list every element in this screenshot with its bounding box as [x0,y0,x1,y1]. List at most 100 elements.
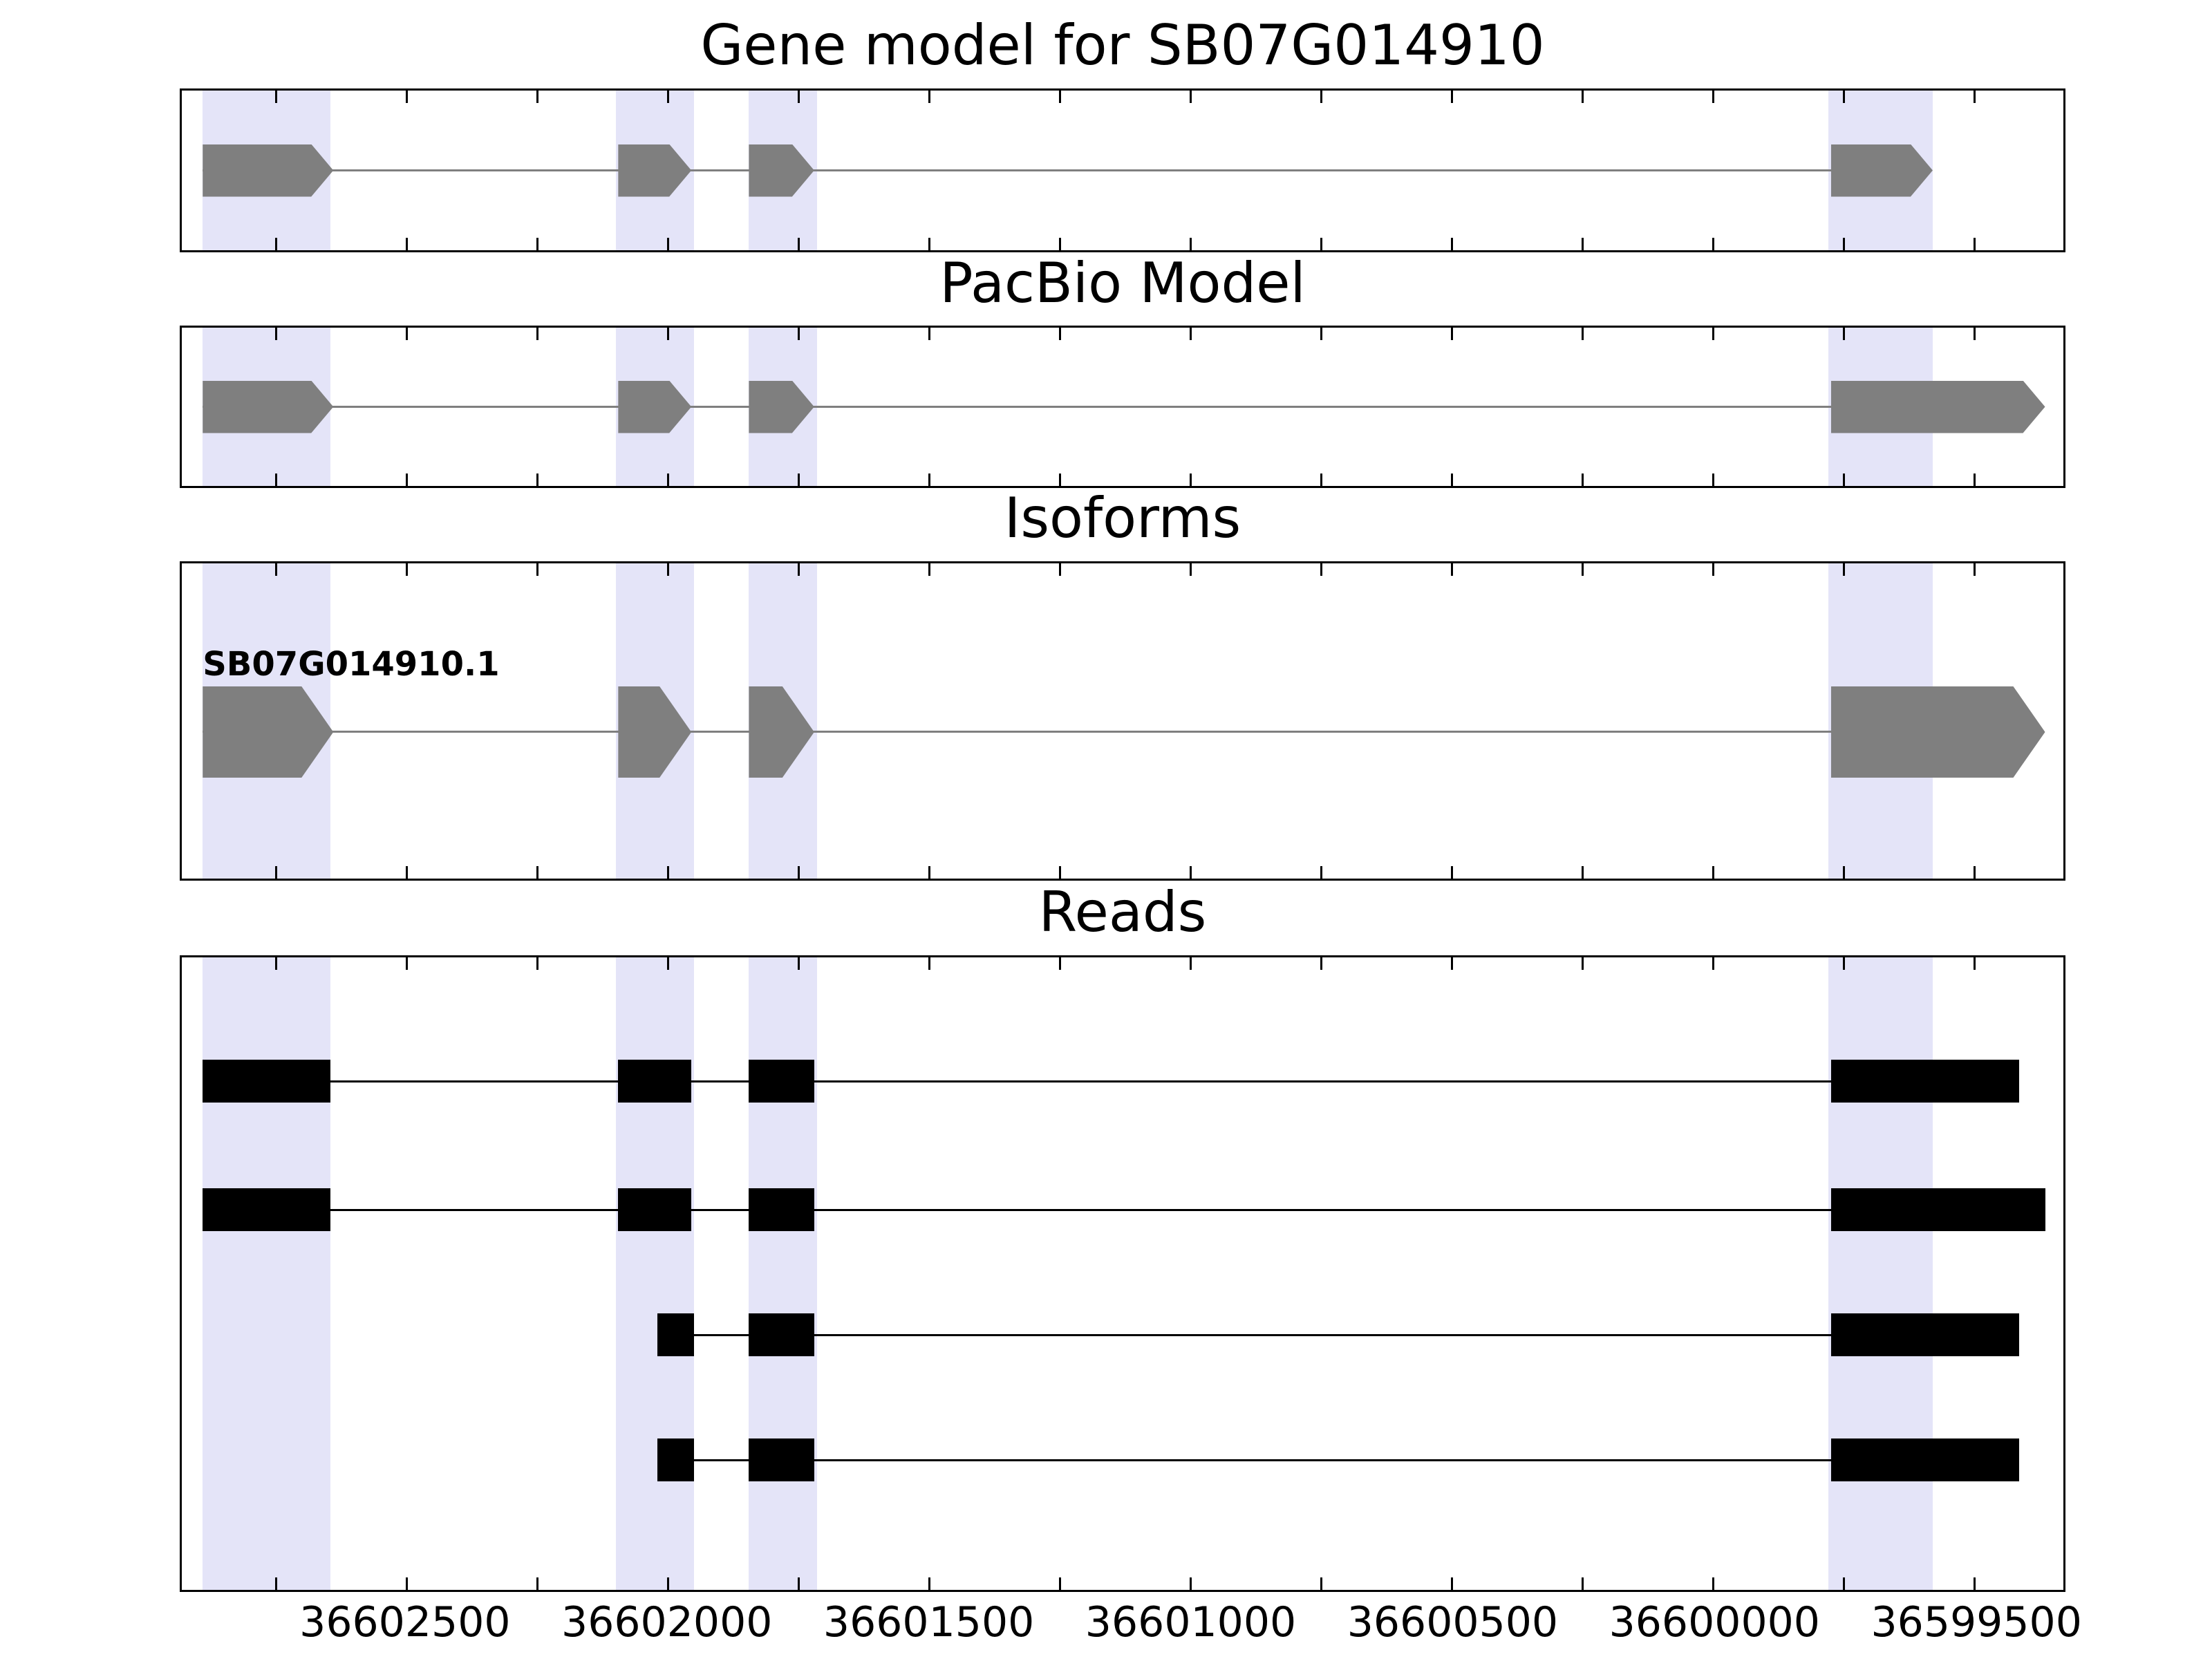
read-block [749,1438,814,1482]
axis-tick [274,474,277,486]
x-axis-tick-label: 36602500 [299,1598,511,1647]
axis-tick [274,238,277,250]
axis-tick [1842,91,1845,103]
x-axis-tick-label: 36601000 [1085,1598,1297,1647]
axis-tick [1189,957,1192,970]
axis-tick [928,957,930,970]
axis-tick [1581,238,1584,250]
axis-tick [1189,1577,1192,1590]
axis-tick [1581,563,1584,576]
axis-tick [1189,866,1192,879]
axis-tick [1450,866,1453,879]
axis-tick [1842,957,1845,970]
axis-tick [1189,328,1192,340]
axis-tick [405,866,408,879]
axis-tick [666,957,669,970]
axis-tick [797,328,800,340]
axis-tick [1189,238,1192,250]
axis-tick [1058,957,1061,970]
axis-tick [1320,1577,1322,1590]
axis-tick [1842,563,1845,576]
axis-tick [405,328,408,340]
axis-tick [1712,91,1714,103]
axis-tick [1450,91,1453,103]
axis-tick [1189,474,1192,486]
exon-block [1831,686,2045,778]
axis-tick [1712,238,1714,250]
isoform-label: SB07G014910.1 [203,644,500,684]
panel-title-isoforms: Isoforms [1004,486,1241,550]
axis-tick [928,866,930,879]
axis-tick [928,474,930,486]
axis-tick [1189,91,1192,103]
highlight-band [749,957,817,1590]
axis-tick [1973,563,1976,576]
axis-tick [274,957,277,970]
axis-tick [405,238,408,250]
exon-block [1831,381,2045,433]
panel-pacbio-model [180,326,2065,488]
x-axis: 36602500 36602000 36601500 36601000 36600500… [180,1598,2082,1655]
read-block [749,1313,814,1357]
connector-line [203,1080,2019,1082]
axis-tick [1973,91,1976,103]
axis-tick [405,957,408,970]
axis-tick [1581,91,1584,103]
axis-tick [405,474,408,486]
axis-tick [1320,328,1322,340]
connector-line [203,406,2040,408]
axis-tick [1058,238,1061,250]
axis-tick [1712,563,1714,576]
panel-title-reads: Reads [1038,880,1207,944]
axis-tick [1712,328,1714,340]
read-block [1830,1188,2045,1232]
read-block [657,1438,694,1482]
x-axis-tick-label: 36600500 [1347,1598,1559,1647]
axis-tick [1973,238,1976,250]
highlight-band [1828,957,1933,1590]
x-axis-tick-label: 36600000 [1609,1598,1820,1647]
axis-tick [1842,474,1845,486]
axis-tick [1973,1577,1976,1590]
axis-tick [928,563,930,576]
axis-tick [1973,957,1976,970]
read-block [618,1060,692,1103]
axis-tick [1058,563,1061,576]
axis-tick [274,563,277,576]
axis-tick [1450,1577,1453,1590]
axis-tick [405,1577,408,1590]
read-block [1830,1060,2019,1103]
axis-tick [666,866,669,879]
read-block [1830,1313,2019,1357]
axis-tick [797,866,800,879]
read-block [203,1060,331,1103]
exon-block [203,686,333,778]
axis-tick [274,328,277,340]
axis-tick [1450,238,1453,250]
highlight-band [203,957,331,1590]
connector-line [203,731,2040,733]
exon-block [1831,144,1933,197]
x-axis-tick-label: 36599500 [1871,1598,2082,1647]
x-axis-tick-label: 36601500 [823,1598,1035,1647]
axis-tick [536,474,538,486]
axis-tick [666,91,669,103]
axis-tick [797,238,800,250]
axis-tick [1450,563,1453,576]
axis-tick [1973,328,1976,340]
read-block [749,1188,814,1232]
axis-tick [536,866,538,879]
axis-tick [666,563,669,576]
axis-tick [1189,563,1192,576]
panel-title-pacbio-model: PacBio Model [939,251,1306,315]
axis-tick [1320,238,1322,250]
axis-tick [536,563,538,576]
axis-tick [274,91,277,103]
x-axis-tick-label: 36602000 [561,1598,773,1647]
axis-tick [797,957,800,970]
axis-tick [1450,957,1453,970]
axis-tick [928,91,930,103]
axis-tick [797,1577,800,1590]
axis-tick [1712,1577,1714,1590]
axis-tick [797,474,800,486]
